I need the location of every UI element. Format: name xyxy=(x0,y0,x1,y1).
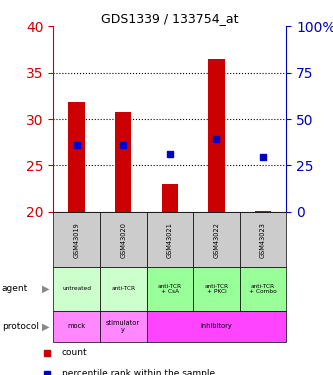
Bar xyxy=(240,267,286,310)
Bar xyxy=(162,184,178,212)
Text: anti-TCR
+ PKCi: anti-TCR + PKCi xyxy=(204,284,228,294)
Text: GSM43019: GSM43019 xyxy=(74,222,80,258)
Text: protocol: protocol xyxy=(2,322,39,331)
Bar xyxy=(193,267,240,310)
Text: GSM43023: GSM43023 xyxy=(260,222,266,258)
Bar xyxy=(240,212,286,267)
Bar xyxy=(53,267,100,310)
Text: agent: agent xyxy=(2,284,28,293)
Text: inhibitory: inhibitory xyxy=(200,323,232,329)
Bar xyxy=(100,310,147,342)
Text: anti-TCR
+ CsA: anti-TCR + CsA xyxy=(158,284,182,294)
Text: GSM43021: GSM43021 xyxy=(167,222,173,258)
Text: count: count xyxy=(62,348,87,357)
Text: untreated: untreated xyxy=(62,286,91,291)
Text: GSM43020: GSM43020 xyxy=(120,222,126,258)
Bar xyxy=(53,212,100,267)
Text: anti-TCR
+ Combo: anti-TCR + Combo xyxy=(249,284,277,294)
Bar xyxy=(147,310,286,342)
Bar xyxy=(255,211,271,212)
Text: anti-TCR: anti-TCR xyxy=(111,286,135,291)
Bar xyxy=(100,267,147,310)
Text: ▶: ▶ xyxy=(42,321,50,332)
Bar xyxy=(53,310,100,342)
Bar xyxy=(115,112,131,212)
Text: percentile rank within the sample: percentile rank within the sample xyxy=(62,369,215,375)
Title: GDS1339 / 133754_at: GDS1339 / 133754_at xyxy=(101,12,238,25)
Bar xyxy=(100,212,147,267)
Text: ▶: ▶ xyxy=(42,284,50,294)
Text: mock: mock xyxy=(68,323,86,329)
Bar xyxy=(69,102,85,212)
Text: stimulator
y: stimulator y xyxy=(106,320,140,333)
Text: GSM43022: GSM43022 xyxy=(213,222,219,258)
Bar xyxy=(147,212,193,267)
Bar xyxy=(193,212,240,267)
Bar xyxy=(208,59,225,212)
Bar xyxy=(147,267,193,310)
